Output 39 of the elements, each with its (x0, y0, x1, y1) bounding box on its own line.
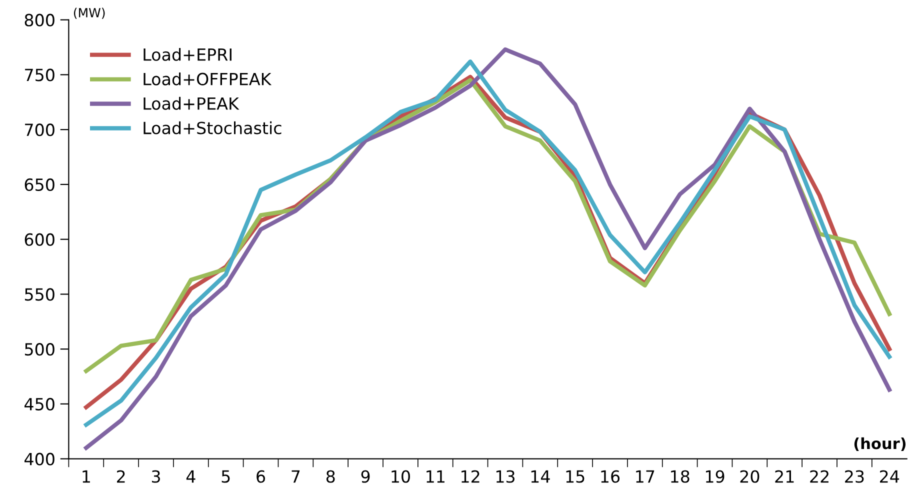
legend-label: Load+EPRI (144, 48, 232, 61)
x-tick-label: 20 (740, 470, 760, 483)
y-tick-label: 700 (25, 124, 54, 136)
x-tick-label: 16 (601, 470, 620, 483)
x-tick-label: 11 (426, 470, 444, 483)
x-tick-label: 5 (222, 470, 230, 483)
x-tick-label: 14 (531, 470, 550, 483)
x-tick-label: 4 (186, 470, 196, 483)
y-tick-label: 600 (24, 233, 54, 246)
y-tick-label: 650 (24, 178, 54, 192)
legend-label: Load+PEAK (144, 96, 240, 110)
x-tick-label: 23 (845, 470, 864, 483)
x-tick-label: 19 (706, 470, 724, 483)
legend-label: Load+Stochastic (144, 121, 282, 134)
x-tick-label: 3 (152, 470, 160, 483)
x-tick-label: 7 (292, 470, 300, 483)
y-tick-label: 500 (24, 343, 54, 356)
x-tick-label: 8 (326, 470, 335, 483)
x-tick-label: 6 (256, 470, 266, 483)
y-tick-label: 450 (24, 398, 54, 410)
y-tick-label: 750 (25, 68, 54, 82)
y-tick-label: 400 (24, 452, 54, 466)
x-tick-label: 13 (496, 470, 514, 483)
legend-label: Load+OFFPEAK (144, 72, 272, 86)
x-tick-label: 15 (566, 470, 584, 483)
x-tick-label: 22 (810, 470, 828, 483)
x-tick-label: 10 (392, 470, 410, 483)
y-axis-title: (MW) (74, 8, 105, 19)
x-tick-label: 21 (775, 470, 794, 483)
x-tick-label: 2 (117, 470, 125, 483)
x-tick-label: 24 (880, 470, 900, 483)
y-tick-label: 800 (24, 14, 54, 26)
x-tick-label: 9 (361, 470, 370, 483)
x-tick-label: 18 (671, 470, 690, 483)
x-tick-label: 1 (82, 470, 90, 483)
x-axis-title: (hour) (854, 437, 906, 452)
x-tick-label: 12 (462, 470, 480, 483)
x-tick-label: 17 (636, 470, 654, 483)
y-tick-label: 550 (24, 288, 54, 301)
